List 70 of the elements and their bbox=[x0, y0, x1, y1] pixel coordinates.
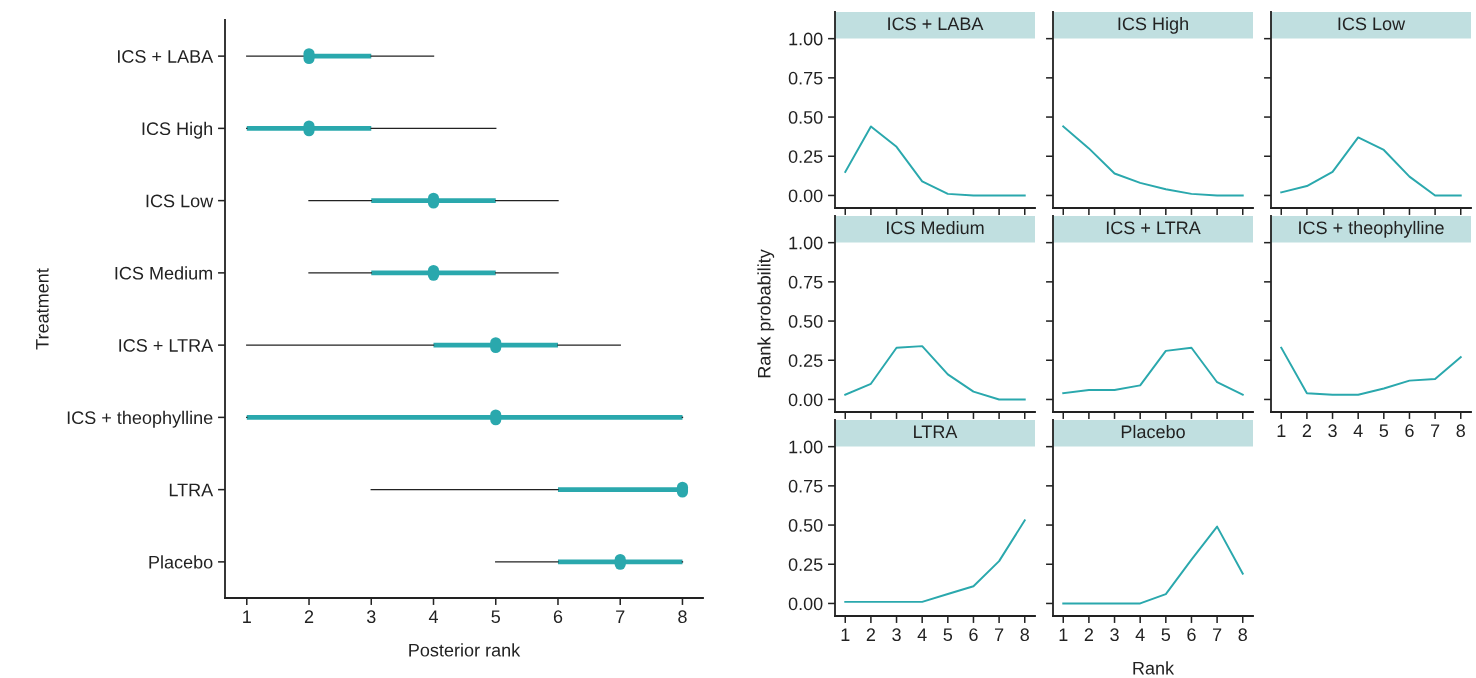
line-series bbox=[844, 345, 1026, 401]
y-tick-label: 0.25 bbox=[788, 150, 823, 163]
chart-title: ICS Low bbox=[1338, 17, 1406, 31]
x-tick-label: 5 bbox=[1161, 628, 1171, 642]
x-tick-label: 7 bbox=[1431, 424, 1440, 437]
x-tick-label: 7 bbox=[616, 610, 625, 623]
chart-title: ICS High bbox=[1118, 16, 1188, 34]
chart-title: Placebo bbox=[1121, 424, 1185, 439]
x-tick-label: 2 bbox=[304, 610, 314, 623]
x-tick-label: 1 bbox=[841, 628, 850, 641]
x-tick-label: 6 bbox=[969, 628, 978, 642]
y-tick-label: 0.75 bbox=[788, 275, 823, 289]
x-axis-title: Posterior rank bbox=[409, 643, 521, 657]
y-tick-label: LTRA bbox=[169, 483, 214, 497]
y-tick-label: ICS Low bbox=[146, 194, 214, 208]
x-tick-label: 3 bbox=[366, 610, 376, 624]
y-tick-label: ICS + LTRA bbox=[119, 339, 214, 352]
x-tick-label: 5 bbox=[1379, 424, 1389, 438]
x-tick-label: 3 bbox=[1110, 628, 1119, 642]
x-tick-label: 7 bbox=[995, 628, 1004, 641]
y-tick-label: 0.50 bbox=[788, 518, 823, 532]
chart-title: ICS + theophylline bbox=[1299, 220, 1444, 238]
y-tick-label: 0.50 bbox=[788, 110, 823, 124]
x-tick-label: 8 bbox=[1020, 628, 1029, 642]
x-tick-label: 8 bbox=[1456, 424, 1465, 438]
x-tick-label: 4 bbox=[428, 610, 438, 623]
x-tick-label: 2 bbox=[866, 628, 876, 641]
y-tick-label: 0.50 bbox=[788, 314, 823, 328]
y-tick-label: ICS Medium bbox=[115, 266, 213, 280]
y-tick-label: 1.00 bbox=[789, 236, 823, 250]
y-tick-label: Placebo bbox=[149, 555, 213, 569]
y-tick-label: ICS High bbox=[142, 121, 213, 139]
y-tick-label: 0.75 bbox=[788, 479, 823, 493]
y-tick-label: 1.00 bbox=[789, 32, 823, 46]
y-tick-label: ICS + theophylline bbox=[67, 410, 213, 428]
x-tick-label: 8 bbox=[678, 610, 687, 624]
y-axis-title: Rank probability bbox=[757, 249, 775, 378]
x-tick-label: 4 bbox=[1353, 424, 1363, 437]
line-series bbox=[844, 519, 1026, 603]
x-tick-label: 3 bbox=[1328, 424, 1337, 438]
y-tick-label: ICS + LABA bbox=[118, 50, 214, 63]
x-tick-label: 1 bbox=[1277, 424, 1286, 437]
y-axis-title: Treatment bbox=[36, 268, 49, 350]
x-axis-title: Rank bbox=[1133, 661, 1175, 675]
x-tick-label: 1 bbox=[1059, 628, 1068, 641]
x-tick-label: 5 bbox=[943, 628, 953, 642]
x-tick-label: 6 bbox=[553, 610, 563, 624]
y-tick-label: 0.00 bbox=[788, 597, 823, 611]
x-tick-label: 5 bbox=[491, 610, 501, 624]
x-tick-label: 8 bbox=[1238, 628, 1247, 642]
x-tick-label: 1 bbox=[243, 610, 251, 623]
chart-title: ICS + LABA bbox=[888, 17, 984, 31]
x-tick-label: 6 bbox=[1405, 424, 1414, 438]
chart-title: ICS + LTRA bbox=[1106, 221, 1201, 235]
y-tick-label: 0.25 bbox=[788, 354, 823, 367]
x-tick-label: 7 bbox=[1213, 628, 1222, 641]
x-tick-label: 4 bbox=[917, 628, 927, 641]
y-tick-label: 1.00 bbox=[789, 440, 823, 454]
y-tick-label: 0.00 bbox=[788, 189, 823, 203]
line-series bbox=[844, 125, 1026, 197]
y-tick-label: 0.00 bbox=[788, 393, 823, 407]
chart-title: LTRA bbox=[914, 425, 958, 438]
x-tick-label: 6 bbox=[1187, 628, 1196, 642]
y-tick-label: 0.25 bbox=[788, 558, 823, 571]
chart-title: ICS Medium bbox=[887, 220, 984, 235]
x-tick-label: 3 bbox=[892, 628, 901, 642]
x-tick-label: 4 bbox=[1135, 628, 1145, 641]
x-tick-label: 2 bbox=[1084, 628, 1094, 641]
x-tick-label: 2 bbox=[1302, 424, 1312, 437]
y-tick-label: 0.75 bbox=[788, 71, 823, 85]
